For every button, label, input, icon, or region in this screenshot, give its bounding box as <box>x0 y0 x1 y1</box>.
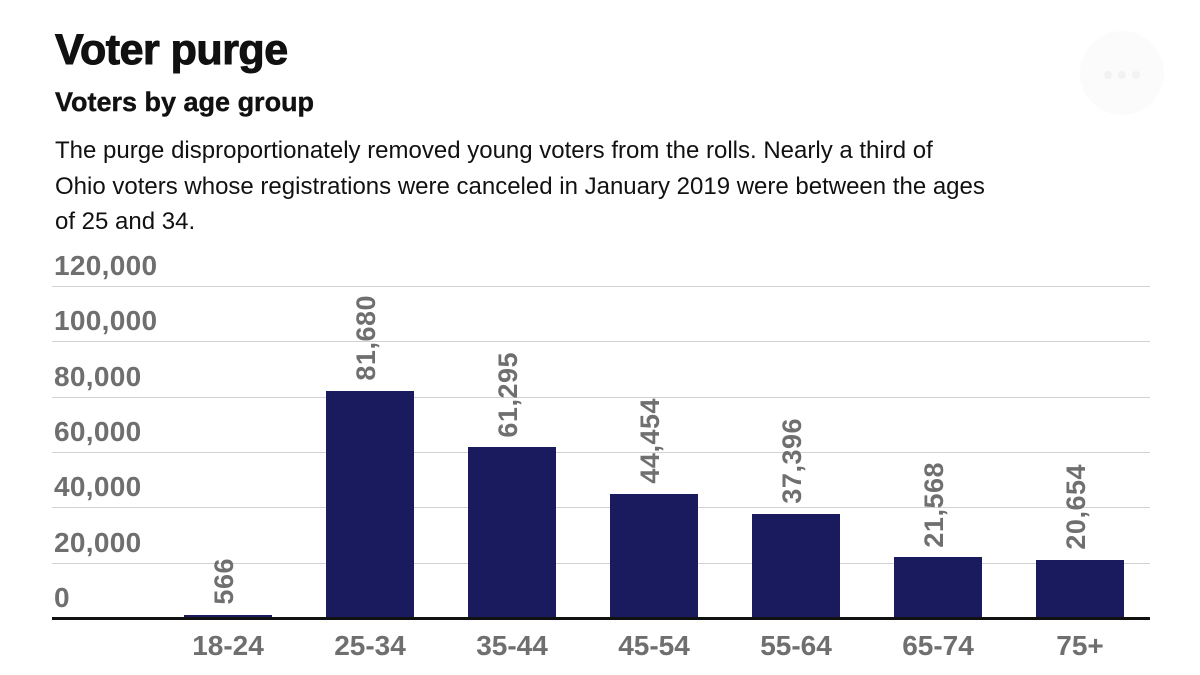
y-tick-label: 120,000 <box>54 250 158 281</box>
y-tick-label: 40,000 <box>54 471 142 503</box>
gridline <box>52 396 1150 398</box>
chart-subtitle: Voters by age group <box>55 87 315 117</box>
bar-value-label: 44,454 <box>635 398 665 485</box>
x-axis-label: 65-74 <box>902 630 974 661</box>
chart-description: The purge disproportionately removed you… <box>55 133 985 240</box>
gridline <box>52 341 1150 343</box>
bar-18-24 <box>184 615 272 617</box>
bar-value-label: 21,568 <box>919 461 949 548</box>
x-axis-baseline <box>52 617 1150 620</box>
bar-value-label: 20,654 <box>1061 464 1091 550</box>
x-axis-label: 35-44 <box>476 630 548 661</box>
x-axis-label: 45-54 <box>618 630 690 661</box>
bar-value-label: 81,680 <box>351 295 381 382</box>
gridline <box>52 507 1150 509</box>
y-tick-label: 60,000 <box>54 416 142 447</box>
bar-45-54 <box>610 494 698 617</box>
bar-value-label: 61,295 <box>493 351 523 438</box>
page-title: Voter purge <box>55 26 289 75</box>
gridline <box>52 452 1150 453</box>
x-axis-label: 25-34 <box>334 630 406 661</box>
plot-area: 0 20,000 40,000 60,000 80,000 100,000 120,000 5… <box>52 250 1150 660</box>
bar-35-44 <box>468 447 556 617</box>
bar-value-label: 37,396 <box>777 417 807 504</box>
bar-75+ <box>1036 559 1124 617</box>
y-tick-label: 100,000 <box>54 305 158 337</box>
y-tick-label: 80,000 <box>54 360 142 392</box>
faint-circle-logo <box>1080 31 1164 115</box>
x-axis-label: 55-64 <box>760 630 832 661</box>
y-tick-label: 20,000 <box>54 526 142 558</box>
x-axis-label: 75+ <box>1056 630 1104 661</box>
logo-dot-icon <box>1132 71 1140 79</box>
gridline <box>52 286 1150 287</box>
description-line: The purge disproportionately removed you… <box>55 137 933 164</box>
x-axis-label: 18-24 <box>192 630 264 661</box>
bar-65-74 <box>894 557 982 617</box>
description-line: of 25 and 34. <box>55 208 196 235</box>
bar-25-34 <box>326 391 414 617</box>
y-tick-label: 0 <box>54 582 70 613</box>
bar-55-64 <box>752 513 840 617</box>
logo-dot-icon <box>1118 71 1126 79</box>
description-line: Ohio voters whose registrations were can… <box>55 172 985 200</box>
gridline <box>52 562 1150 564</box>
bar-value-label: 566 <box>209 558 239 605</box>
logo-dot-icon <box>1104 71 1112 79</box>
